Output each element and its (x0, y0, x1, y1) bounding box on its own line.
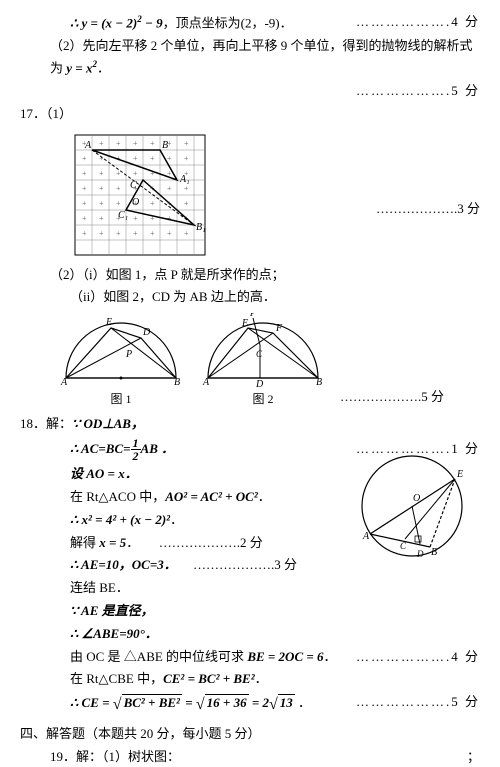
svg-text:C: C (256, 349, 263, 359)
p19: 19．解：（1）树状图：； (20, 747, 480, 767)
score-badge: ……………….3 分 (193, 557, 297, 572)
svg-text:O: O (413, 493, 420, 504)
svg-text:E: E (241, 318, 248, 329)
svg-text:A: A (84, 140, 92, 151)
svg-text:+: + (150, 139, 155, 148)
svg-text:+: + (150, 229, 155, 238)
svg-text:+: + (167, 154, 172, 163)
score-badge: ……………….4 分 (356, 12, 480, 33)
svg-text:B₁: B₁ (196, 222, 206, 233)
svg-text:B: B (316, 377, 322, 388)
score-badge: ……………….3 分 (376, 201, 480, 216)
svg-text:A: A (60, 377, 68, 388)
svg-text:P: P (249, 313, 256, 318)
svg-text:+: + (133, 169, 138, 178)
p18-header: 18．解：∵ OD⊥AB， (20, 414, 480, 435)
svg-text:+: + (82, 214, 87, 223)
svg-text:D: D (416, 549, 424, 559)
svg-text:F: F (275, 323, 283, 334)
svg-text:+: + (99, 139, 104, 148)
svg-text:+: + (82, 169, 87, 178)
svg-text:+: + (99, 199, 104, 208)
p18-l9: ∵ AE 是直径， (20, 601, 480, 622)
svg-text:E: E (456, 469, 463, 480)
svg-text:+: + (82, 229, 87, 238)
svg-text:C₁: C₁ (118, 210, 128, 221)
score-badge: ……………….2 分 (159, 535, 263, 550)
svg-text:+: + (167, 184, 172, 193)
fig1-label: 图 1 (56, 390, 186, 409)
svg-text:C: C (400, 541, 407, 551)
svg-text:A₁: A₁ (179, 174, 190, 185)
svg-text:C: C (130, 180, 137, 191)
formula-vertex: ∴ y = (x − 2)2 − 9，顶点坐标为(2，-9)． ……………….4… (20, 12, 480, 34)
svg-text:+: + (133, 229, 138, 238)
svg-text:+: + (99, 169, 104, 178)
svg-text:+: + (116, 184, 121, 193)
p17-2ii: （ii）如图 2，CD 为 AB 边上的高． (20, 287, 480, 308)
svg-text:+: + (133, 214, 138, 223)
svg-text:A: A (362, 531, 370, 542)
grid-diagram: +++++++ +++++++ +++++++ +++++++ +++++++ … (70, 130, 210, 260)
svg-text:+: + (99, 214, 104, 223)
svg-text:+: + (167, 229, 172, 238)
svg-text:A: A (202, 377, 210, 388)
section-4-heading: 四、解答题（本题共 20 分，每小题 5 分） (20, 724, 480, 745)
svg-text:+: + (82, 154, 87, 163)
svg-text:P: P (125, 349, 132, 360)
svg-text:+: + (116, 229, 121, 238)
svg-text:+: + (184, 139, 189, 148)
translation-text: （2）先向左平移 2 个单位，再向上平移 9 个单位，得到的抛物线的解析式为 y… (20, 36, 480, 79)
svg-text:D: D (255, 379, 264, 388)
svg-text:+: + (99, 184, 104, 193)
p18-l12: 在 Rt△CBE 中，CE² = BC² + BE²． (20, 669, 480, 690)
svg-text:+: + (82, 184, 87, 193)
svg-text:B: B (431, 547, 437, 558)
svg-text:+: + (150, 199, 155, 208)
p18-l11: 由 OC 是 △ABE 的中位线可求 BE = 2OC = 6．……………….4… (20, 647, 480, 668)
score-badge: ……………….4 分 (356, 647, 480, 668)
svg-text:+: + (116, 139, 121, 148)
svg-text:B: B (162, 140, 168, 151)
p18-l8: 连结 BE． (20, 578, 480, 599)
svg-text:+: + (150, 154, 155, 163)
svg-text:B: B (174, 377, 180, 388)
svg-text:+: + (133, 139, 138, 148)
p18-l10: ∴ ∠ABE=90°． (20, 624, 480, 645)
svg-text:O: O (132, 197, 139, 208)
svg-text:+: + (116, 199, 121, 208)
semicircle-diagram-1: A B E D P (56, 313, 186, 388)
svg-text:+: + (82, 199, 87, 208)
svg-text:+: + (184, 229, 189, 238)
svg-text:+: + (184, 154, 189, 163)
p17-2i: （2）（i）如图 1，点 P 就是所求作的点； (20, 265, 480, 286)
score-badge: ……………….5 分 (340, 389, 444, 404)
svg-text:+: + (99, 229, 104, 238)
semicircle-diagram-2: A B E F P C D (198, 313, 328, 388)
problem-17-header: 17．（1） (20, 104, 480, 125)
p18-l13: ∴ CE = √BC² + BE² = √16 + 36 = 2√13 ． ……… (20, 692, 480, 718)
svg-text:E: E (105, 317, 112, 328)
svg-text:+: + (99, 154, 104, 163)
svg-text:+: + (184, 199, 189, 208)
circle-diagram: A E B O C D (355, 449, 470, 564)
score-badge: ……………….5 分 (356, 81, 480, 102)
svg-text:+: + (184, 184, 189, 193)
fig2-label: 图 2 (198, 390, 328, 409)
svg-text:+: + (116, 169, 121, 178)
svg-text:+: + (133, 154, 138, 163)
svg-text:D: D (142, 327, 151, 338)
